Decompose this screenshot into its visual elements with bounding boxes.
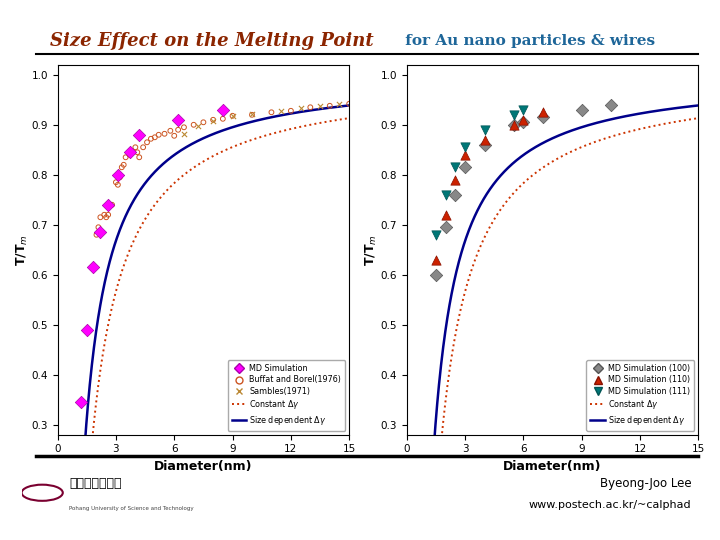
- Point: [276, 106, 287, 115]
- Point: [159, 130, 171, 138]
- Point: [124, 151, 135, 159]
- Point: [227, 111, 238, 120]
- Y-axis label: T/T$_m$: T/T$_m$: [364, 234, 379, 266]
- Point: [459, 151, 471, 159]
- Point: [207, 117, 219, 125]
- Point: [459, 143, 471, 152]
- Point: [334, 99, 346, 108]
- Point: [107, 200, 118, 209]
- Point: [431, 271, 442, 279]
- Text: 포항공과대학교: 포항공과대학교: [69, 477, 122, 490]
- Point: [112, 180, 124, 189]
- Point: [192, 122, 203, 130]
- Point: [102, 211, 114, 219]
- Point: [179, 123, 190, 132]
- Point: [246, 110, 258, 118]
- Point: [576, 105, 588, 114]
- Point: [217, 105, 229, 114]
- Point: [449, 191, 461, 199]
- Point: [305, 103, 316, 112]
- X-axis label: Diameter(nm): Diameter(nm): [503, 460, 602, 473]
- Point: [118, 160, 130, 169]
- Point: [266, 108, 277, 117]
- Point: [605, 100, 616, 109]
- Point: [94, 228, 106, 237]
- Point: [343, 99, 355, 108]
- Point: [172, 125, 184, 134]
- Point: [133, 153, 145, 161]
- Point: [508, 120, 519, 129]
- Point: [93, 223, 104, 232]
- Point: [141, 138, 153, 146]
- Point: [440, 191, 451, 199]
- Text: Pohang University of Science and Technology: Pohang University of Science and Technol…: [69, 506, 194, 511]
- Point: [518, 105, 529, 114]
- Point: [179, 130, 190, 138]
- Point: [459, 163, 471, 172]
- X-axis label: Diameter(nm): Diameter(nm): [154, 460, 253, 473]
- Point: [440, 223, 451, 232]
- Point: [440, 211, 451, 219]
- Point: [431, 231, 442, 239]
- Point: [518, 118, 529, 126]
- Point: [315, 102, 326, 110]
- Point: [87, 263, 99, 272]
- Point: [99, 211, 110, 219]
- Text: for Au nano particles & wires: for Au nano particles & wires: [400, 33, 654, 48]
- Point: [75, 398, 86, 407]
- Point: [110, 178, 122, 187]
- Point: [449, 163, 461, 172]
- Point: [479, 136, 490, 144]
- Point: [295, 104, 307, 113]
- Point: [479, 140, 490, 149]
- Point: [101, 213, 112, 221]
- Point: [124, 148, 135, 157]
- Point: [133, 131, 145, 139]
- Point: [116, 163, 127, 172]
- Point: [138, 143, 149, 152]
- Point: [168, 131, 180, 140]
- Point: [449, 176, 461, 184]
- Point: [217, 114, 229, 123]
- Point: [112, 171, 124, 179]
- Point: [508, 111, 519, 119]
- Point: [188, 120, 199, 129]
- Point: [479, 125, 490, 134]
- Point: [120, 153, 132, 161]
- Point: [114, 173, 125, 181]
- Y-axis label: T/T$_m$: T/T$_m$: [15, 234, 30, 266]
- Text: Byeong-Joo Lee: Byeong-Joo Lee: [600, 477, 691, 490]
- Point: [227, 111, 238, 120]
- Point: [126, 148, 138, 157]
- Point: [81, 326, 92, 334]
- Point: [172, 116, 184, 124]
- Point: [91, 231, 102, 239]
- Point: [324, 102, 336, 110]
- Point: [132, 148, 143, 157]
- Point: [149, 133, 161, 141]
- Point: [197, 118, 210, 126]
- Legend: MD Simulation, Buffat and Borel(1976), Sambles(1971), Constant $\Delta\gamma$, S: MD Simulation, Buffat and Borel(1976), S…: [228, 360, 345, 431]
- Point: [130, 143, 141, 152]
- Legend: MD Simulation (100), MD Simulation (110), MD Simulation (111), Constant $\Delta\: MD Simulation (100), MD Simulation (110)…: [587, 360, 694, 431]
- Point: [431, 255, 442, 264]
- Point: [285, 106, 297, 115]
- Point: [145, 134, 157, 143]
- Point: [537, 113, 549, 122]
- Point: [153, 131, 164, 139]
- Point: [246, 111, 258, 119]
- Point: [207, 116, 219, 124]
- Point: [518, 116, 529, 124]
- Point: [102, 200, 114, 209]
- Point: [94, 213, 106, 221]
- Point: [165, 126, 176, 135]
- Text: Size Effect on the Melting Point: Size Effect on the Melting Point: [50, 31, 374, 50]
- Text: www.postech.ac.kr/~calphad: www.postech.ac.kr/~calphad: [528, 500, 691, 510]
- Point: [508, 120, 519, 129]
- Point: [537, 108, 549, 117]
